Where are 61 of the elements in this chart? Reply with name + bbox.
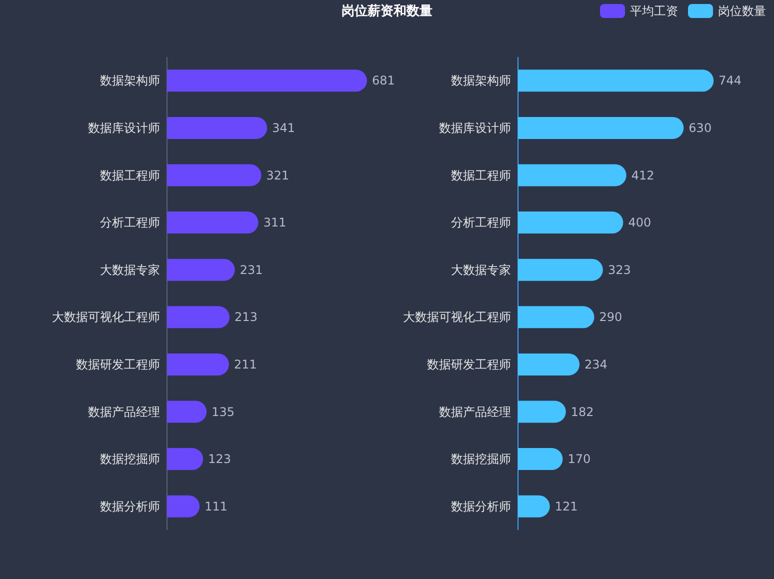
bar [167, 70, 367, 92]
data-label: 681 [372, 74, 395, 88]
y-tick-label: 数据挖掘师 [451, 452, 511, 466]
bar [167, 400, 207, 423]
bar [167, 116, 268, 139]
y-tick-label: 数据工程师 [451, 168, 511, 182]
data-label: 121 [554, 499, 578, 514]
y-tick-label: 数据挖掘师 [100, 452, 160, 466]
y-tick-label: 大数据可视化工程师 [52, 310, 160, 324]
bar [518, 306, 594, 328]
y-tick-label: 数据架构师 [100, 74, 160, 88]
bar [518, 164, 626, 186]
bar [167, 306, 230, 328]
data-label: 231 [240, 262, 263, 277]
data-label: 744 [718, 74, 742, 88]
bar [518, 258, 603, 281]
data-label: 630 [688, 120, 712, 135]
y-tick-label: 数据产品经理 [439, 404, 511, 419]
y-tick-label: 数据库设计师 [88, 120, 160, 135]
data-label: 234 [584, 357, 608, 372]
y-tick-label: 大数据专家 [100, 262, 160, 277]
y-tick-label: 数据产品经理 [88, 404, 160, 419]
y-tick-label: 分析工程师 [100, 216, 160, 230]
bar [167, 164, 262, 186]
y-tick-label: 分析工程师 [451, 216, 511, 230]
data-label: 341 [272, 120, 296, 135]
data-label: 321 [266, 168, 290, 182]
bar [518, 400, 566, 423]
data-label: 211 [234, 357, 257, 372]
y-tick-label: 数据研发工程师 [427, 357, 511, 372]
data-label: 111 [204, 499, 228, 514]
bar [518, 353, 580, 376]
bar [518, 116, 684, 139]
bar [518, 448, 563, 470]
y-tick-label: 数据架构师 [451, 74, 511, 88]
legend-label: 平均工资 [630, 4, 678, 18]
data-label: 213 [234, 310, 258, 324]
data-label: 182 [570, 404, 594, 419]
data-label: 412 [631, 168, 654, 182]
data-label: 323 [608, 262, 631, 277]
bar [167, 212, 258, 234]
y-tick-label: 大数据可视化工程师 [403, 310, 511, 324]
bar [518, 212, 624, 234]
y-tick-label: 数据工程师 [100, 168, 160, 182]
y-tick-label: 数据研发工程师 [76, 357, 160, 372]
bar [167, 448, 204, 470]
bar [518, 70, 714, 92]
data-label: 170 [568, 452, 591, 466]
data-label: 135 [212, 404, 235, 419]
data-label: 311 [263, 216, 286, 230]
legend-label: 岗位数量 [718, 4, 766, 18]
bar [167, 258, 235, 281]
y-tick-label: 数据分析师 [451, 499, 511, 514]
y-tick-label: 数据库设计师 [439, 120, 511, 135]
bar [167, 353, 229, 376]
chart-title: 岗位薪资和数量 [342, 3, 432, 19]
y-tick-label: 数据分析师 [100, 499, 160, 514]
y-tick-label: 大数据专家 [451, 262, 511, 277]
data-label: 290 [599, 310, 622, 324]
data-label: 400 [628, 216, 652, 230]
data-label: 123 [208, 452, 232, 466]
